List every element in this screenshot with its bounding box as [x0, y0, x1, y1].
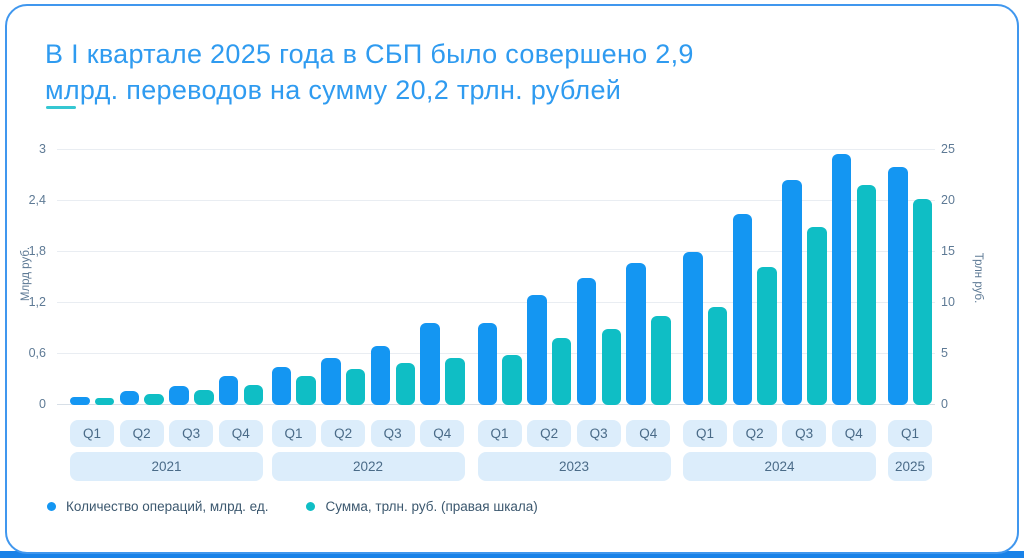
left-axis-title: Млрд руб.: [20, 246, 32, 302]
title-accent-dash: [46, 106, 76, 109]
left-axis-tick: 3: [39, 142, 46, 156]
right-axis-tick: 5: [941, 346, 948, 360]
bar-chart-plot-area: [57, 149, 935, 405]
bar-operations-2024-q1: [683, 252, 703, 405]
left-axis-tick: 0,6: [28, 346, 46, 360]
year-label-2023: 2023: [477, 452, 671, 481]
quarter-label-2024-q3: Q3: [782, 420, 827, 447]
bar-sum-2023-q2: [551, 337, 572, 405]
chart-legend: Количество операций, млрд. ед. Сумма, тр…: [47, 499, 576, 514]
bar-sum-2022-q1: [296, 376, 316, 405]
quarter-label-2023-q4: Q4: [626, 420, 671, 447]
bar-sum-2025-q1: [912, 198, 933, 405]
bar-sum-2022-q3: [395, 363, 416, 405]
chart-title-line2: млрд. переводов на сумму 20,2 трлн. рубл…: [45, 75, 622, 105]
gridline: [57, 149, 935, 150]
bar-operations-2021-q1: [70, 396, 90, 405]
quarter-label-2023-q2: Q2: [527, 420, 572, 447]
bar-operations-2024-q2: [732, 213, 753, 405]
year-label-2024: 2024: [683, 452, 876, 481]
right-axis-tick: 25: [941, 142, 955, 156]
bar-sum-2024-q4: [856, 184, 877, 405]
operations-series-dot-icon: [47, 502, 56, 511]
bottom-accent-strip: [0, 551, 1024, 558]
quarter-label-2021-q1: Q1: [70, 420, 114, 447]
quarter-label-2024-q1: Q1: [683, 420, 727, 447]
quarter-label-2021-q4: Q4: [218, 420, 263, 447]
bar-sum-2022-q2: [345, 369, 366, 405]
quarter-label-2025-q1: Q1: [888, 420, 932, 447]
quarter-label-2023-q3: Q3: [576, 420, 621, 447]
quarter-label-2021-q3: Q3: [169, 420, 214, 447]
legend-item-operations: Количество операций, млрд. ед.: [47, 499, 268, 514]
year-label-2022: 2022: [271, 452, 465, 481]
bar-sum-2024-q3: [807, 226, 827, 405]
gridline: [57, 200, 935, 201]
left-axis-tick: 1,8: [28, 244, 46, 258]
bar-sum-2023-q4: [651, 316, 671, 405]
gridline: [57, 251, 935, 252]
bar-sum-2021-q3: [194, 389, 214, 405]
quarter-label-2021-q2: Q2: [119, 420, 164, 447]
right-axis-tick: 20: [941, 193, 955, 207]
bar-operations-2024-q3: [782, 179, 802, 405]
bar-operations-2021-q2: [119, 391, 140, 405]
bar-operations-2024-q4: [831, 154, 852, 405]
quarter-label-2022-q4: Q4: [420, 420, 465, 447]
gridline: [57, 302, 935, 303]
quarter-label-2023-q1: Q1: [477, 420, 522, 447]
legend-label-operations: Количество операций, млрд. ед.: [66, 499, 269, 514]
right-axis-title: Трлн руб.: [972, 252, 984, 304]
left-axis-tick: 2,4: [28, 193, 46, 207]
quarter-label-2022-q2: Q2: [321, 420, 366, 447]
bar-operations-2022-q1: [271, 366, 292, 405]
left-axis-tick: 1,2: [28, 295, 46, 309]
bar-sum-2023-q1: [502, 355, 522, 405]
bar-operations-2021-q3: [169, 386, 189, 405]
year-label-2025: 2025: [888, 452, 932, 481]
bar-sum-2024-q2: [757, 267, 777, 405]
bar-sum-2023-q3: [601, 328, 622, 405]
chart-title-line1: В I квартале 2025 года в СБП было соверш…: [45, 39, 694, 69]
sum-series-dot-icon: [306, 502, 316, 511]
bar-operations-2023-q3: [576, 277, 597, 405]
quarter-label-2024-q4: Q4: [831, 420, 876, 447]
bar-operations-2021-q4: [218, 376, 239, 405]
bar-sum-2021-q1: [94, 397, 115, 405]
bar-sum-2021-q2: [144, 393, 164, 405]
bar-operations-2022-q4: [420, 322, 440, 405]
right-axis-tick: 10: [941, 295, 955, 309]
bar-sum-2021-q4: [243, 384, 264, 405]
bar-operations-2025-q1: [888, 167, 908, 405]
right-axis-tick: 15: [941, 244, 955, 258]
quarter-label-2022-q3: Q3: [370, 420, 415, 447]
year-label-2021: 2021: [70, 452, 263, 481]
bar-operations-2022-q3: [370, 345, 391, 405]
bar-sum-2024-q1: [707, 307, 728, 405]
right-axis-tick: 0: [941, 397, 948, 411]
quarter-label-2022-q1: Q1: [271, 420, 316, 447]
bar-operations-2023-q4: [626, 263, 646, 405]
gridline: [57, 404, 935, 405]
bar-operations-2023-q1: [477, 322, 498, 405]
bar-operations-2022-q2: [321, 358, 341, 405]
legend-item-sum: Сумма, трлн. руб. (правая шкала): [306, 499, 538, 514]
bar-sum-2022-q4: [445, 358, 465, 405]
chart-title: В I квартале 2025 года в СБП было соверш…: [45, 36, 694, 108]
bar-operations-2023-q2: [527, 294, 547, 405]
quarter-label-2024-q2: Q2: [732, 420, 777, 447]
left-axis-tick: 0: [39, 397, 46, 411]
legend-label-sum: Сумма, трлн. руб. (правая шкала): [325, 499, 538, 514]
